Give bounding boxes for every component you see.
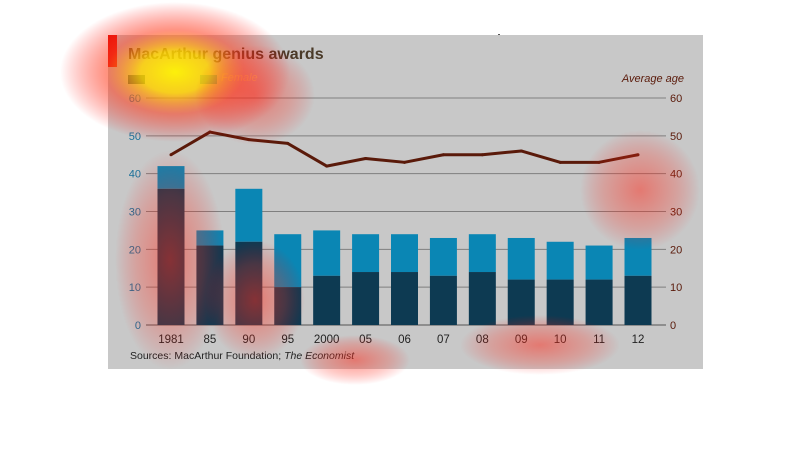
left-tick-label: 0 <box>135 320 141 332</box>
bar-female <box>585 245 613 280</box>
right-tick-label: 30 <box>670 207 682 219</box>
bar-female <box>507 237 535 280</box>
left-tick-label: 60 <box>129 93 141 105</box>
x-tick-label: 09 <box>515 334 528 346</box>
source-note: Sources: MacArthur Foundation; The Econo… <box>130 350 354 362</box>
line-point <box>286 141 290 145</box>
line-point <box>441 153 445 157</box>
x-tick-label: 90 <box>242 334 255 346</box>
line-point <box>403 160 406 164</box>
bar-female <box>235 188 263 242</box>
bar-male <box>546 279 574 325</box>
source-italic: The Economist <box>284 350 355 362</box>
line-point <box>208 130 212 134</box>
line-point <box>597 160 601 164</box>
left-tick-label: 10 <box>129 282 141 294</box>
x-tick-label: 11 <box>593 334 605 346</box>
right-axis-label: Average age <box>621 73 684 85</box>
bar-male <box>429 275 457 325</box>
right-tick-label: 60 <box>670 93 682 105</box>
bar-male <box>624 275 652 325</box>
bar-female <box>546 241 574 280</box>
left-tick-label: 50 <box>129 131 141 143</box>
bar-female <box>468 234 496 273</box>
right-tick-label: 40 <box>670 169 682 181</box>
right-tick-label: 0 <box>670 320 676 332</box>
left-tick-label: 40 <box>129 169 141 181</box>
bar-female <box>157 166 185 189</box>
right-tick-label: 50 <box>670 131 682 143</box>
right-tick-label: 20 <box>670 244 682 256</box>
bar-female <box>352 234 380 273</box>
bar-female <box>274 234 302 288</box>
right-tick-label: 10 <box>670 282 682 294</box>
stray-dot <box>498 34 500 35</box>
x-tick-label: 10 <box>554 334 567 346</box>
bar-female <box>196 230 224 246</box>
bar-male <box>196 245 224 325</box>
line-point <box>364 157 368 161</box>
bar-female <box>391 234 418 273</box>
bar-male <box>235 241 263 325</box>
bar-male <box>352 272 380 325</box>
x-tick-label: 2000 <box>314 334 340 346</box>
bar-male <box>313 275 341 325</box>
bar-female <box>313 230 341 276</box>
bar-male <box>585 279 613 325</box>
bar-male <box>157 188 185 325</box>
bar-male <box>507 279 535 325</box>
x-tick-label: 08 <box>476 334 489 346</box>
line-point <box>558 160 562 164</box>
x-tick-label: 85 <box>204 334 217 346</box>
line-point <box>247 138 251 142</box>
bar-male <box>274 287 302 325</box>
bar-male <box>391 272 418 325</box>
line-point <box>480 153 484 157</box>
bar-female <box>429 237 457 276</box>
x-tick-label: 07 <box>437 334 450 346</box>
line-point <box>169 153 173 157</box>
bar-male <box>468 272 496 325</box>
x-tick-label: 12 <box>632 334 645 346</box>
x-tick-label: 95 <box>281 334 294 346</box>
x-tick-label: 1981 <box>158 334 184 346</box>
left-tick-label: 30 <box>129 207 141 219</box>
x-tick-label: 06 <box>398 334 411 346</box>
x-tick-label: 05 <box>359 334 372 346</box>
bar-female <box>624 237 652 276</box>
source-prefix: Sources: MacArthur Foundation; <box>130 350 285 362</box>
bar-layer <box>157 166 652 325</box>
line-point <box>636 153 640 157</box>
line-point <box>325 164 329 168</box>
left-tick-label: 20 <box>129 244 141 256</box>
line-point <box>519 149 523 153</box>
